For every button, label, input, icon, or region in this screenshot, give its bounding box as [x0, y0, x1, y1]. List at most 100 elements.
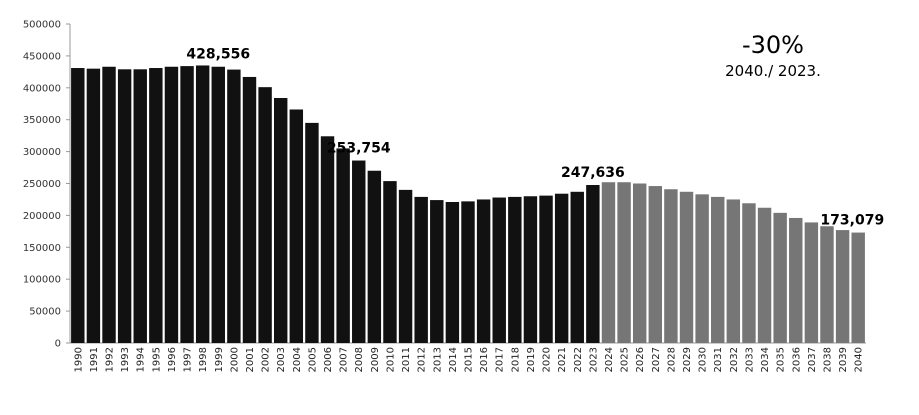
bar-2001	[242, 76, 257, 343]
x-tick-label: 2039	[838, 347, 849, 372]
bar-2016	[476, 199, 491, 343]
bar-2018	[508, 196, 522, 343]
bar-2024	[601, 182, 616, 343]
bar-2009	[367, 170, 382, 343]
x-tick-label: 2000	[229, 347, 240, 372]
x-tick-label: 1993	[120, 347, 131, 372]
bar-2036	[789, 217, 803, 343]
x-tick-label: 2019	[526, 347, 537, 372]
bar-2033	[742, 203, 756, 343]
x-tick-label: 2027	[651, 347, 662, 372]
x-tick-label: 1997	[183, 347, 194, 372]
y-tick-label: 350000	[23, 115, 61, 126]
x-tick-label: 1998	[198, 347, 209, 372]
x-tick-label: 2001	[245, 347, 256, 372]
bar-2003	[273, 98, 288, 344]
x-tick-label: 2002	[261, 347, 272, 372]
x-tick-label: 2026	[635, 347, 646, 372]
bar-1992	[102, 66, 116, 343]
x-tick-label: 1992	[105, 347, 116, 372]
bar-2037	[804, 222, 819, 343]
x-tick-label: 2029	[682, 347, 693, 372]
x-tick-label: 2031	[713, 347, 724, 372]
bar-2039	[835, 230, 850, 343]
x-tick-label: 2033	[744, 347, 755, 372]
data-label-2023: 247,636	[561, 165, 625, 181]
y-tick-label: 200000	[23, 211, 61, 222]
x-tick-label: 1990	[73, 347, 84, 372]
x-tick-label: 1999	[214, 347, 225, 372]
x-tick-label: 2022	[573, 347, 584, 372]
bar-2019	[523, 196, 538, 343]
x-tick-label: 2030	[698, 347, 709, 372]
x-tick-label: 2038	[822, 347, 833, 372]
x-tick-label: 1994	[136, 347, 147, 372]
data-label-2040: 173,079	[820, 213, 884, 229]
y-tick-label: 300000	[23, 147, 61, 158]
bar-2023	[586, 185, 600, 343]
y-tick-label: 450000	[23, 51, 61, 62]
x-tick-label: 2028	[666, 347, 677, 372]
bar-1994	[133, 69, 147, 343]
x-tick-label: 2008	[354, 347, 365, 372]
y-tick-label: 100000	[23, 275, 61, 286]
y-tick-label: 400000	[23, 83, 61, 94]
x-tick-label: 2006	[323, 347, 334, 372]
x-tick-label: 2003	[276, 347, 287, 372]
bar-1991	[86, 68, 101, 343]
data-label-2008: 253,754	[327, 141, 391, 157]
x-tick-label: 1991	[89, 347, 100, 372]
x-tick-label: 2037	[807, 347, 818, 372]
data-label-1999: 428,556	[186, 47, 250, 63]
x-tick-label: 2015	[464, 347, 475, 372]
bar-2034	[757, 207, 772, 343]
x-tick-label: 1995	[151, 347, 162, 372]
bar-2008	[352, 160, 366, 343]
bar-1998	[195, 65, 210, 343]
bar-2035	[773, 212, 787, 343]
bar-2006	[320, 136, 335, 343]
bar-1996	[164, 66, 179, 343]
bar-1990	[71, 68, 85, 343]
x-tick-label: 2023	[588, 347, 599, 372]
bar-1999	[211, 66, 225, 343]
x-tick-label: 2025	[620, 347, 631, 372]
bar-2027	[648, 186, 663, 343]
bar-2017	[492, 197, 506, 343]
x-tick-label: 2035	[776, 347, 787, 372]
y-tick-label: 0	[55, 339, 61, 350]
bar-1995	[149, 68, 163, 343]
bar-2021	[554, 193, 569, 343]
data-labels: 428,556 253,754 247,636 173,079	[186, 47, 884, 229]
y-tick-label: 150000	[23, 243, 61, 254]
bar-2020	[539, 195, 553, 343]
change-percent-annotation: -30%	[742, 31, 804, 59]
bar-2026	[632, 183, 647, 343]
x-tick-label: 2011	[401, 347, 412, 372]
bar-2007	[336, 148, 350, 343]
bar-2022	[570, 191, 584, 343]
y-tick-label: 250000	[23, 179, 61, 190]
bars	[71, 65, 865, 344]
bar-2029	[679, 191, 694, 343]
y-tick-label: 50000	[29, 307, 61, 318]
bar-2025	[617, 182, 631, 343]
bar-2012	[414, 196, 428, 343]
bar-2040	[851, 232, 865, 343]
bar-2010	[383, 181, 397, 343]
x-tick-label: 2016	[479, 347, 490, 372]
bar-2038	[820, 226, 834, 343]
x-tick-label: 1996	[167, 347, 178, 372]
x-tick-label: 2005	[307, 347, 318, 372]
bar-1993	[117, 69, 132, 343]
x-tick-label: 2013	[432, 347, 443, 372]
bar-2028	[664, 189, 678, 343]
x-axis-ticks: 1990 1991 1992 1993 1994 1995 1996 1997 1998 1999…	[73, 347, 864, 372]
y-tick-label: 500000	[23, 20, 61, 31]
bar-2015	[461, 201, 475, 343]
x-tick-label: 2010	[385, 347, 396, 372]
bar-2005	[305, 122, 319, 343]
x-tick-label: 2034	[760, 347, 771, 372]
bar-2011	[398, 189, 413, 343]
